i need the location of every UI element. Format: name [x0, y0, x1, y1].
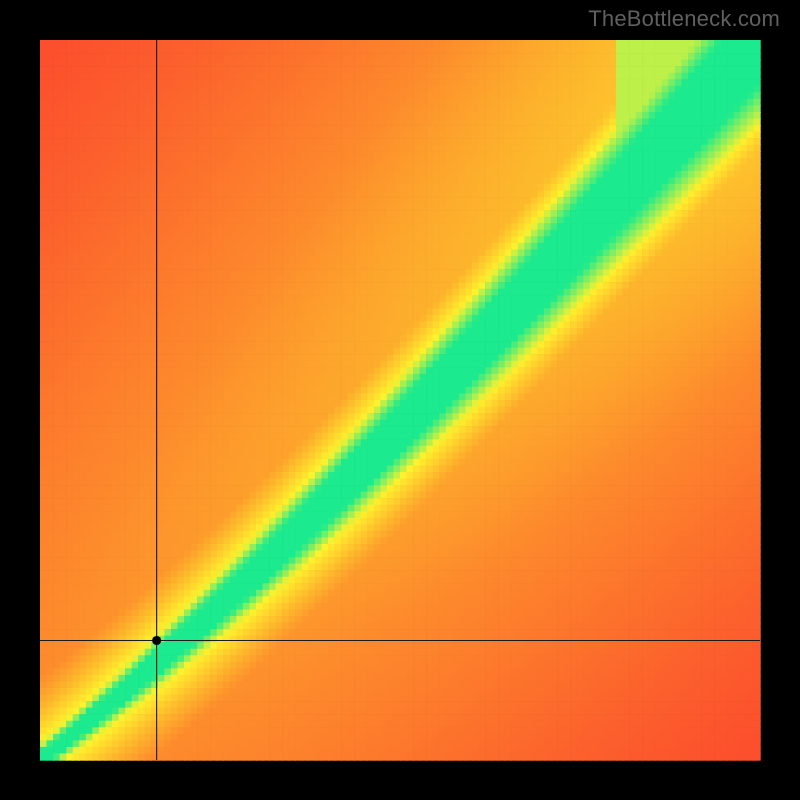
watermark-text: TheBottleneck.com	[588, 6, 780, 32]
bottleneck-heatmap	[0, 0, 800, 800]
chart-container: TheBottleneck.com	[0, 0, 800, 800]
